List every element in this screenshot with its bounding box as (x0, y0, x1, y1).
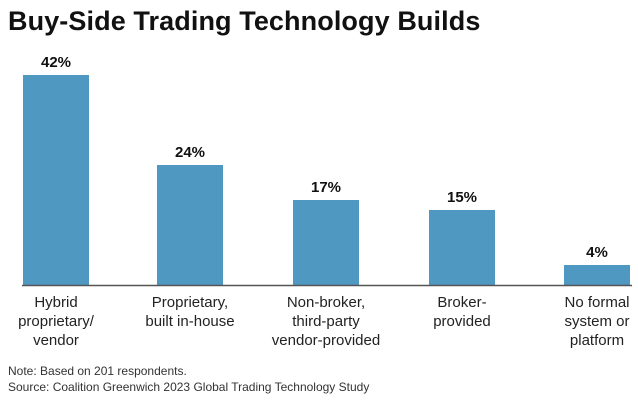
bar (429, 210, 495, 285)
category-label: Proprietary, built in-house (145, 294, 234, 330)
data-label: 17% (311, 179, 341, 196)
data-label: 4% (586, 244, 608, 261)
category-label: Non-broker, third-party vendor-provided (272, 294, 380, 349)
data-label: 42% (41, 54, 71, 71)
data-label: 24% (175, 144, 205, 161)
category-label: Broker-provided (433, 294, 491, 330)
chart-note: Note: Based on 201 respondents. (8, 364, 187, 378)
category-label: No formal system or platform (564, 294, 629, 349)
bar (23, 75, 89, 285)
chart-title: Buy-Side Trading Technology Builds (8, 6, 481, 36)
chart-source: Source: Coalition Greenwich 2023 Global … (8, 380, 370, 394)
bar (293, 200, 359, 285)
bar (564, 265, 630, 285)
bar (157, 165, 223, 285)
category-label: Hybrid proprietary/vendor (18, 294, 95, 349)
data-label: 15% (447, 189, 477, 206)
